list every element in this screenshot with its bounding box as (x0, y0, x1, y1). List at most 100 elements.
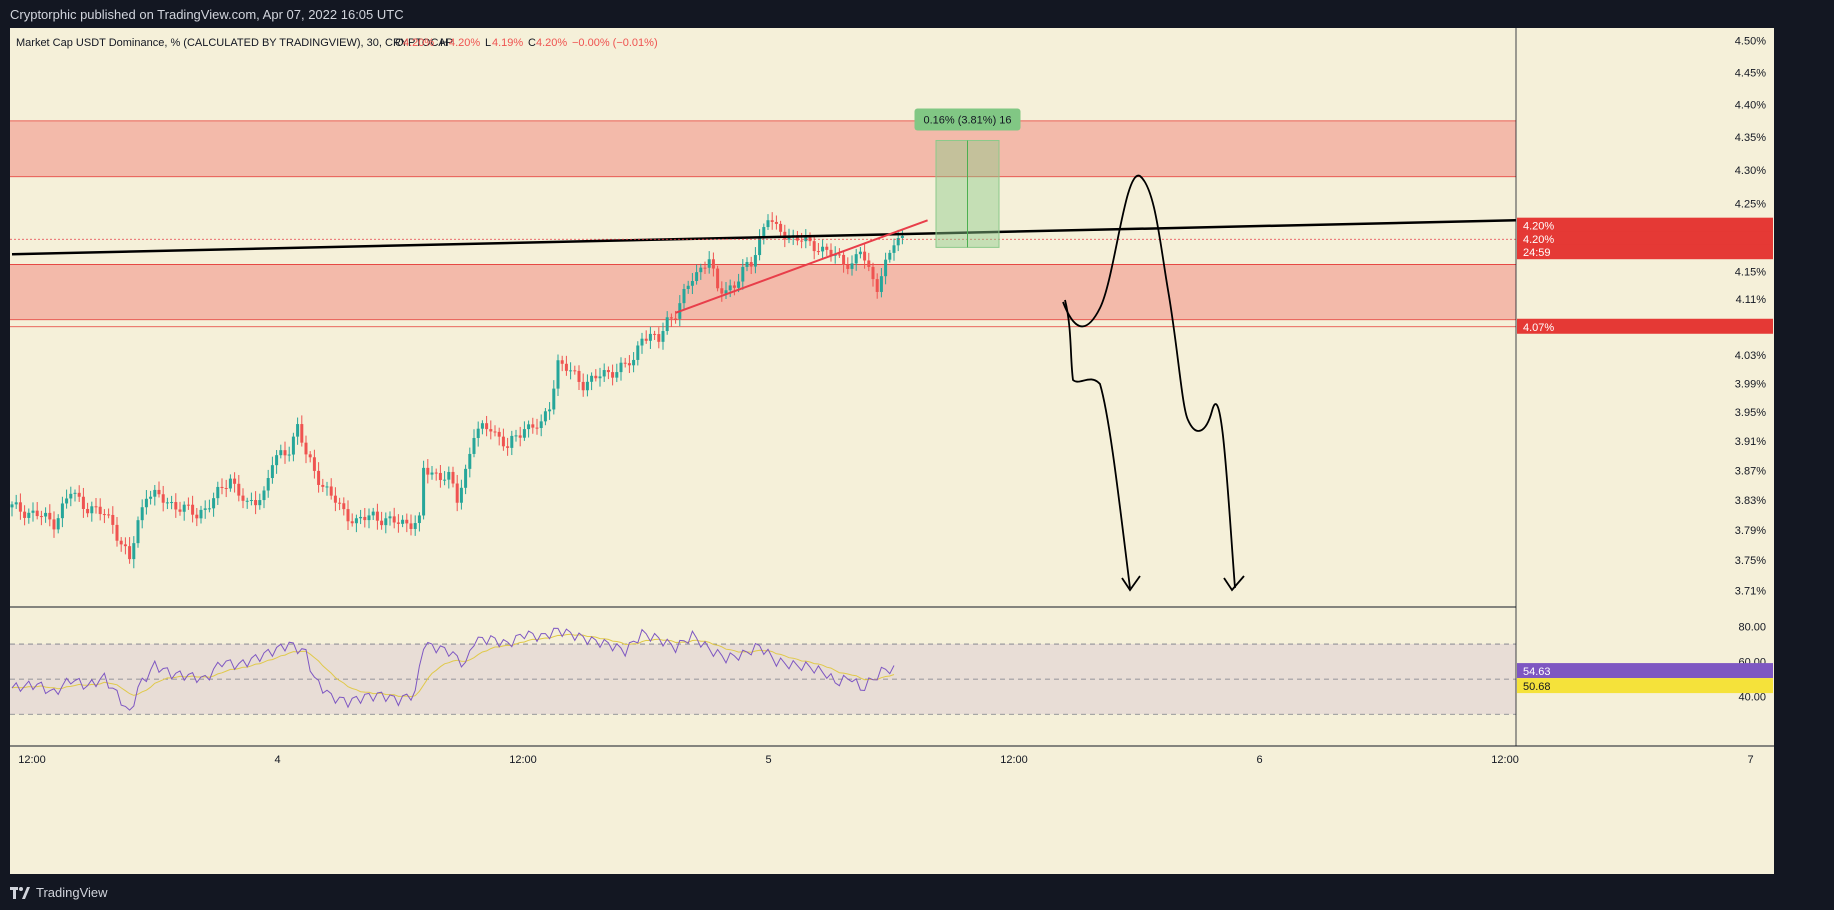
candle-body (195, 514, 199, 519)
candle (81, 487, 85, 518)
candle (115, 517, 119, 547)
candle (661, 322, 665, 350)
legend-h-label: H (440, 37, 448, 49)
candle-body (741, 266, 745, 282)
candle (594, 369, 598, 382)
candle-body (342, 503, 346, 510)
candle-body (787, 236, 791, 240)
candle (619, 357, 623, 381)
candle-body (279, 450, 283, 456)
candle-body (615, 372, 619, 378)
candle-body (548, 409, 552, 412)
candle (489, 420, 493, 440)
price-tick: 4.40% (1735, 100, 1766, 112)
chart-canvas[interactable]: 0.16% (3.81%) 16 4.50% 4.45% 4.40% 4.35% 4.3… (10, 28, 1774, 874)
candle-body (233, 478, 237, 484)
brand-name: TradingView (36, 885, 108, 900)
candle-body (577, 370, 581, 382)
candle-body (829, 249, 833, 256)
candle-body (489, 429, 493, 432)
candle (69, 486, 73, 507)
candle-body (737, 281, 741, 288)
candle (552, 380, 556, 415)
candle-body (774, 221, 778, 224)
candle (590, 372, 594, 391)
candle (762, 223, 766, 245)
candle (329, 478, 333, 500)
candle-body (518, 435, 522, 438)
candle-body (779, 223, 783, 232)
bottom-bar: TradingView (0, 874, 1834, 910)
candles-layer (10, 212, 904, 569)
candle-body (842, 254, 846, 265)
candle (455, 474, 459, 512)
candle (191, 495, 195, 523)
candle-body (321, 484, 325, 487)
candle-body (766, 220, 770, 228)
candle (485, 415, 489, 437)
candle-body (291, 436, 295, 455)
legend-l-label: L (485, 37, 491, 49)
candle-body (892, 245, 896, 253)
candle (493, 425, 497, 437)
candle (728, 279, 732, 298)
candle (753, 247, 757, 274)
candle-body (275, 455, 279, 466)
candle-body (640, 338, 644, 346)
candle-body (23, 511, 27, 518)
candle-body (850, 263, 854, 269)
candle (577, 365, 581, 390)
tradingview-logo[interactable]: TradingView (10, 885, 108, 900)
candle (804, 229, 808, 249)
candle (758, 229, 762, 261)
candle (888, 249, 892, 263)
candle (375, 503, 379, 530)
resistance-zone-0 (10, 120, 1516, 177)
candle-body (707, 259, 711, 268)
candle (585, 374, 589, 397)
candle-body (359, 516, 363, 519)
candle-body (699, 267, 703, 273)
candle-body (468, 453, 472, 469)
candle-body (86, 508, 90, 514)
candle-body (527, 424, 531, 430)
candle (581, 373, 585, 397)
candle-body (207, 508, 211, 510)
arrowhead-1 (1121, 575, 1141, 592)
candle (682, 283, 686, 311)
candle-body (644, 338, 648, 341)
candle-body (535, 427, 539, 429)
candle (279, 444, 283, 459)
chart-pane[interactable]: 0.16% (3.81%) 16 4.50% 4.45% 4.40% 4.35% 4.3… (10, 28, 1774, 874)
candle-body (380, 520, 384, 526)
candle (480, 420, 484, 435)
candle (884, 252, 888, 285)
candle (237, 474, 241, 502)
candle-body (157, 489, 161, 495)
candle (170, 495, 174, 510)
candle-body (94, 506, 98, 508)
candle (430, 465, 434, 480)
candle (531, 417, 535, 434)
legend-h: 4.20% (449, 37, 480, 49)
candle-body (686, 285, 690, 290)
rsi-ma-value-tag-bg (1517, 678, 1773, 694)
candle-body (161, 494, 165, 503)
axes-layer: 4.50% 4.45% 4.40% 4.35% 4.30% 4.25% 4.20% 4.15%… (10, 28, 1774, 766)
candle-body (716, 268, 720, 289)
candle (380, 511, 384, 530)
candle-body (430, 472, 434, 475)
candle-body (296, 424, 300, 437)
candle-body (52, 519, 56, 530)
candle-body (228, 478, 232, 489)
candle-body (174, 502, 178, 510)
candle-body (401, 519, 405, 524)
candle-body (598, 376, 602, 379)
candle (241, 488, 245, 509)
candle (73, 489, 77, 502)
candle (829, 243, 833, 262)
projection-path-2 (1062, 175, 1236, 589)
candle (560, 355, 564, 372)
candle-body (107, 514, 111, 516)
candle (795, 230, 799, 246)
